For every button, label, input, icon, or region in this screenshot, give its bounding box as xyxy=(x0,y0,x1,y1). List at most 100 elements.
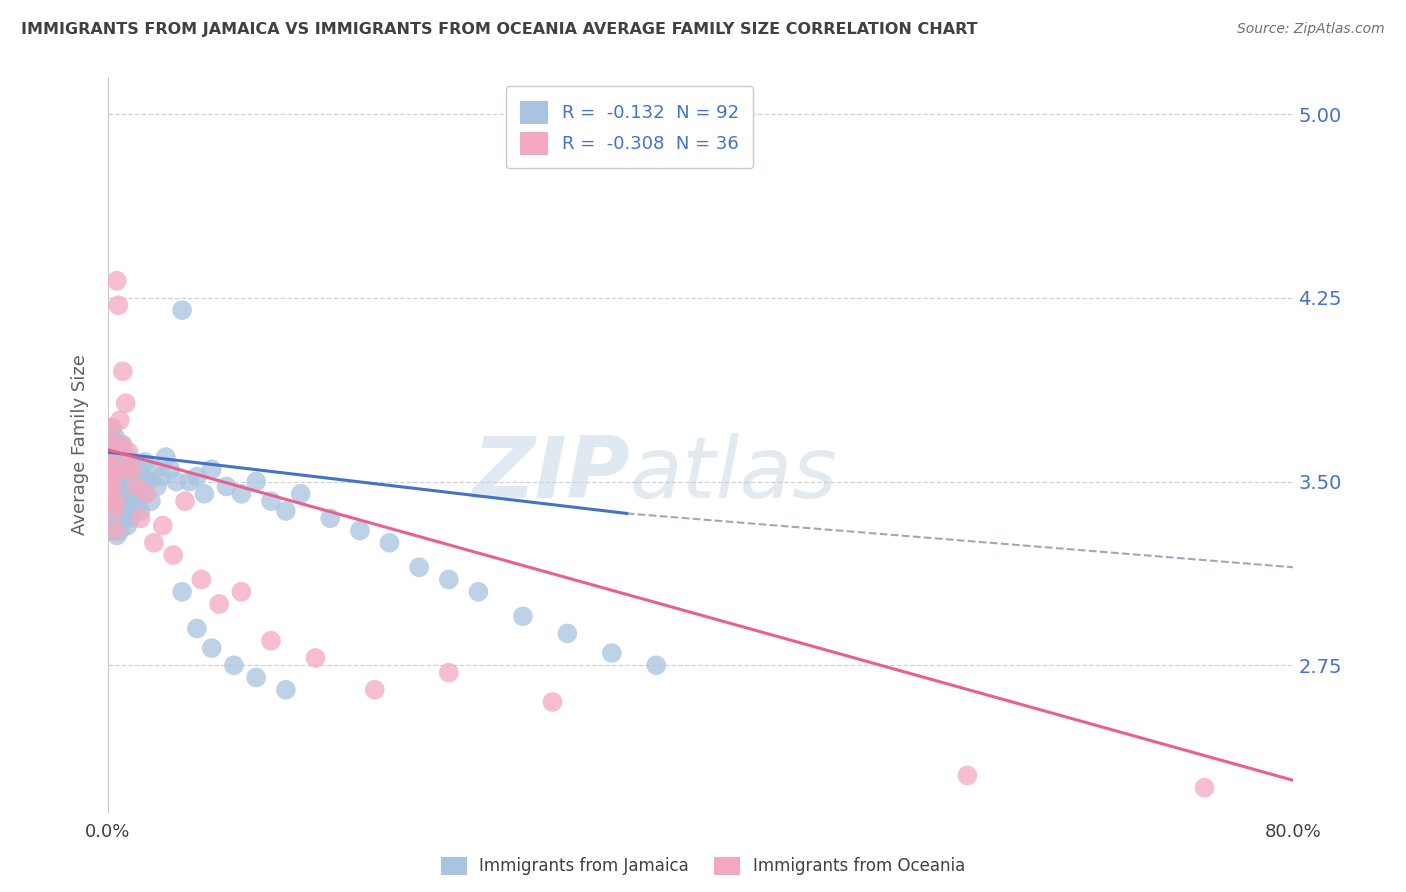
Point xyxy=(107,298,129,312)
Point xyxy=(114,499,136,513)
Point xyxy=(111,438,134,452)
Point xyxy=(136,475,159,489)
Point xyxy=(956,768,979,782)
Point xyxy=(103,438,125,452)
Point xyxy=(245,671,267,685)
Point xyxy=(114,462,136,476)
Point xyxy=(108,524,131,538)
Point xyxy=(129,504,152,518)
Point xyxy=(105,469,128,483)
Point xyxy=(107,450,129,464)
Point xyxy=(98,475,121,489)
Point xyxy=(110,445,132,459)
Point xyxy=(111,364,134,378)
Legend: R =  -0.132  N = 92, R =  -0.308  N = 36: R = -0.132 N = 92, R = -0.308 N = 36 xyxy=(506,87,754,169)
Point xyxy=(114,396,136,410)
Point xyxy=(201,462,224,476)
Point xyxy=(132,487,155,501)
Legend: Immigrants from Jamaica, Immigrants from Oceania: Immigrants from Jamaica, Immigrants from… xyxy=(433,849,973,884)
Point xyxy=(121,479,143,493)
Point xyxy=(437,573,460,587)
Point xyxy=(274,682,297,697)
Point xyxy=(319,511,342,525)
Point xyxy=(600,646,623,660)
Point xyxy=(135,487,157,501)
Point xyxy=(165,475,187,489)
Point xyxy=(120,511,142,525)
Point xyxy=(467,584,489,599)
Point xyxy=(104,459,127,474)
Point xyxy=(124,487,146,501)
Point xyxy=(105,504,128,518)
Point xyxy=(101,438,124,452)
Point xyxy=(100,462,122,476)
Point xyxy=(134,455,156,469)
Text: atlas: atlas xyxy=(630,433,838,516)
Point xyxy=(231,584,253,599)
Point xyxy=(104,494,127,508)
Point xyxy=(101,487,124,501)
Point xyxy=(100,524,122,538)
Point xyxy=(645,658,668,673)
Point xyxy=(117,518,139,533)
Point xyxy=(122,469,145,483)
Point xyxy=(190,573,212,587)
Point xyxy=(104,524,127,538)
Point xyxy=(274,504,297,518)
Point xyxy=(120,455,142,469)
Point xyxy=(172,303,194,318)
Point xyxy=(103,504,125,518)
Point xyxy=(131,469,153,483)
Point xyxy=(159,462,181,476)
Point xyxy=(128,479,150,493)
Text: ZIP: ZIP xyxy=(472,433,630,516)
Point xyxy=(103,469,125,483)
Point xyxy=(110,487,132,501)
Point xyxy=(105,528,128,542)
Point xyxy=(179,475,201,489)
Point xyxy=(129,511,152,525)
Point xyxy=(260,633,283,648)
Point xyxy=(125,499,148,513)
Point xyxy=(112,511,135,525)
Point xyxy=(172,584,194,599)
Point xyxy=(121,462,143,476)
Point xyxy=(364,682,387,697)
Point xyxy=(304,651,326,665)
Point xyxy=(162,548,184,562)
Point xyxy=(290,487,312,501)
Point xyxy=(260,494,283,508)
Point xyxy=(152,518,174,533)
Point xyxy=(108,413,131,427)
Point xyxy=(105,274,128,288)
Point xyxy=(208,597,231,611)
Point xyxy=(108,455,131,469)
Point xyxy=(245,475,267,489)
Point xyxy=(104,524,127,538)
Point xyxy=(100,469,122,483)
Point xyxy=(117,450,139,464)
Point xyxy=(215,479,238,493)
Point xyxy=(103,462,125,476)
Point xyxy=(98,504,121,518)
Point xyxy=(186,469,208,483)
Point xyxy=(112,462,135,476)
Point xyxy=(125,479,148,493)
Point xyxy=(186,622,208,636)
Point xyxy=(127,462,149,476)
Point xyxy=(101,420,124,434)
Point xyxy=(98,450,121,464)
Point xyxy=(118,445,141,459)
Point xyxy=(104,430,127,444)
Point xyxy=(98,445,121,459)
Point xyxy=(111,504,134,518)
Text: IMMIGRANTS FROM JAMAICA VS IMMIGRANTS FROM OCEANIA AVERAGE FAMILY SIZE CORRELATI: IMMIGRANTS FROM JAMAICA VS IMMIGRANTS FR… xyxy=(21,22,977,37)
Point xyxy=(101,511,124,525)
Point xyxy=(201,641,224,656)
Point xyxy=(146,479,169,493)
Point xyxy=(512,609,534,624)
Point xyxy=(105,445,128,459)
Point xyxy=(107,511,129,525)
Point xyxy=(541,695,564,709)
Point xyxy=(101,450,124,464)
